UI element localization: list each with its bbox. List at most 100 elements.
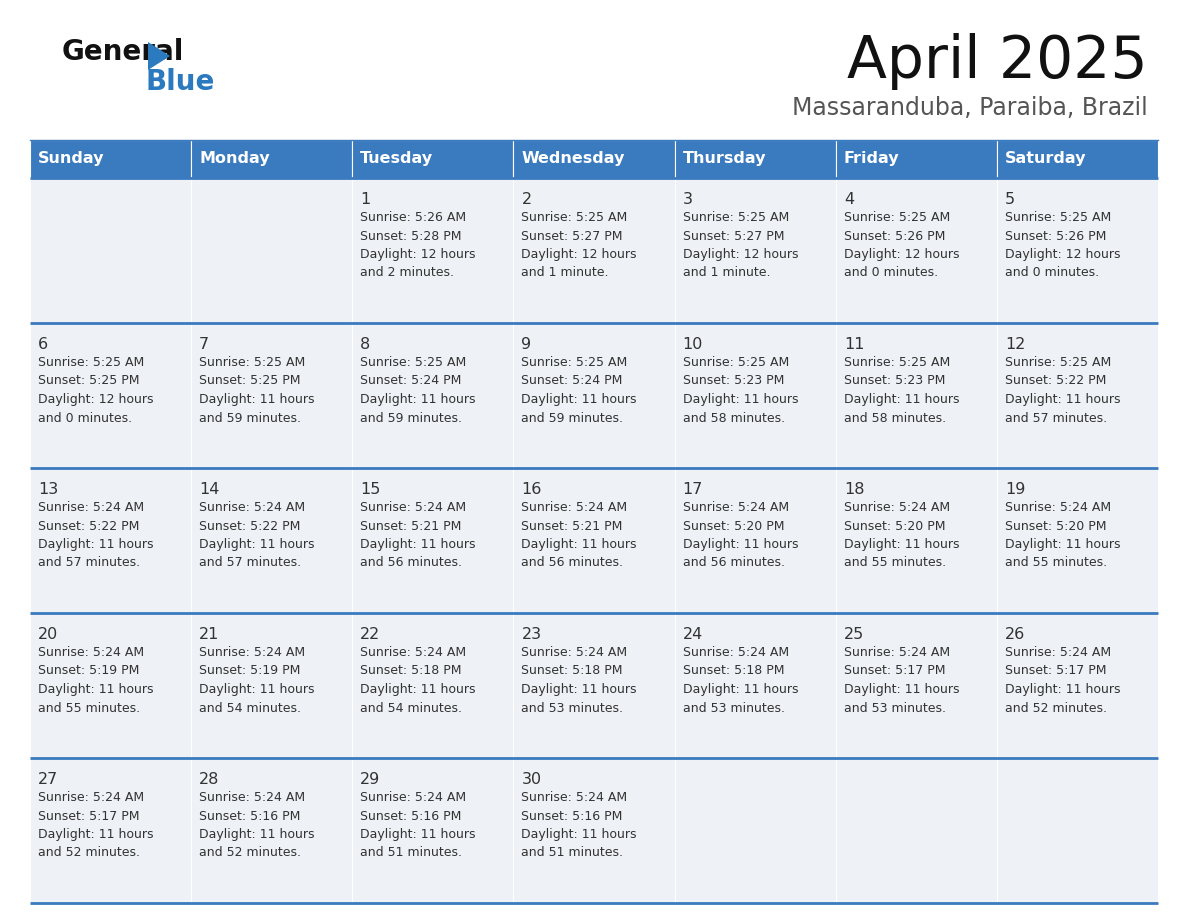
Text: Sunset: 5:17 PM: Sunset: 5:17 PM bbox=[843, 665, 946, 677]
Text: 16: 16 bbox=[522, 482, 542, 497]
Text: Sunrise: 5:25 AM: Sunrise: 5:25 AM bbox=[843, 356, 950, 369]
Text: Daylight: 11 hours: Daylight: 11 hours bbox=[1005, 683, 1120, 696]
Bar bbox=[191, 323, 353, 468]
Text: and 54 minutes.: and 54 minutes. bbox=[200, 701, 302, 714]
Bar bbox=[997, 758, 1158, 903]
Text: Sunset: 5:23 PM: Sunset: 5:23 PM bbox=[683, 375, 784, 387]
Text: and 0 minutes.: and 0 minutes. bbox=[38, 411, 132, 424]
Text: Daylight: 11 hours: Daylight: 11 hours bbox=[200, 683, 315, 696]
Text: Daylight: 11 hours: Daylight: 11 hours bbox=[522, 538, 637, 551]
Bar bbox=[30, 468, 191, 613]
Text: Sunset: 5:16 PM: Sunset: 5:16 PM bbox=[200, 810, 301, 823]
Text: 14: 14 bbox=[200, 482, 220, 497]
Text: Sunrise: 5:24 AM: Sunrise: 5:24 AM bbox=[1005, 501, 1111, 514]
Text: Tuesday: Tuesday bbox=[360, 151, 434, 166]
Bar bbox=[835, 758, 997, 903]
Text: and 58 minutes.: and 58 minutes. bbox=[683, 411, 785, 424]
Text: Daylight: 11 hours: Daylight: 11 hours bbox=[683, 538, 798, 551]
Bar bbox=[353, 468, 513, 613]
Text: Sunset: 5:24 PM: Sunset: 5:24 PM bbox=[522, 375, 623, 387]
Text: Sunset: 5:20 PM: Sunset: 5:20 PM bbox=[683, 520, 784, 532]
Text: and 56 minutes.: and 56 minutes. bbox=[522, 556, 624, 569]
Bar bbox=[30, 323, 191, 468]
Text: Daylight: 11 hours: Daylight: 11 hours bbox=[1005, 538, 1120, 551]
Bar bbox=[675, 468, 835, 613]
Text: and 55 minutes.: and 55 minutes. bbox=[843, 556, 946, 569]
Bar bbox=[513, 468, 675, 613]
Text: 5: 5 bbox=[1005, 192, 1015, 207]
Text: 26: 26 bbox=[1005, 627, 1025, 642]
Text: Sunrise: 5:25 AM: Sunrise: 5:25 AM bbox=[843, 211, 950, 224]
Text: Sunset: 5:19 PM: Sunset: 5:19 PM bbox=[38, 665, 139, 677]
Text: and 55 minutes.: and 55 minutes. bbox=[38, 701, 140, 714]
Text: Sunrise: 5:24 AM: Sunrise: 5:24 AM bbox=[683, 501, 789, 514]
Bar bbox=[997, 613, 1158, 758]
Text: Daylight: 11 hours: Daylight: 11 hours bbox=[38, 683, 153, 696]
Text: Sunset: 5:27 PM: Sunset: 5:27 PM bbox=[683, 230, 784, 242]
Text: 13: 13 bbox=[38, 482, 58, 497]
Bar bbox=[353, 140, 513, 178]
Text: Daylight: 11 hours: Daylight: 11 hours bbox=[843, 393, 959, 406]
Bar bbox=[835, 140, 997, 178]
Text: Sunset: 5:20 PM: Sunset: 5:20 PM bbox=[843, 520, 946, 532]
Text: Sunset: 5:20 PM: Sunset: 5:20 PM bbox=[1005, 520, 1106, 532]
Text: April 2025: April 2025 bbox=[847, 33, 1148, 91]
Text: and 1 minute.: and 1 minute. bbox=[683, 266, 770, 279]
Text: Daylight: 11 hours: Daylight: 11 hours bbox=[522, 828, 637, 841]
Text: Sunrise: 5:24 AM: Sunrise: 5:24 AM bbox=[683, 646, 789, 659]
Text: Sunrise: 5:24 AM: Sunrise: 5:24 AM bbox=[522, 501, 627, 514]
Text: 10: 10 bbox=[683, 337, 703, 352]
Bar bbox=[191, 178, 353, 323]
Text: Daylight: 12 hours: Daylight: 12 hours bbox=[843, 248, 959, 261]
Text: and 57 minutes.: and 57 minutes. bbox=[200, 556, 302, 569]
Text: 12: 12 bbox=[1005, 337, 1025, 352]
Text: Daylight: 11 hours: Daylight: 11 hours bbox=[38, 828, 153, 841]
Text: Sunday: Sunday bbox=[38, 151, 105, 166]
Text: Sunrise: 5:25 AM: Sunrise: 5:25 AM bbox=[360, 356, 467, 369]
Text: Sunrise: 5:24 AM: Sunrise: 5:24 AM bbox=[38, 791, 144, 804]
Text: Sunrise: 5:24 AM: Sunrise: 5:24 AM bbox=[843, 501, 950, 514]
Bar bbox=[30, 140, 191, 178]
Text: Sunset: 5:25 PM: Sunset: 5:25 PM bbox=[38, 375, 139, 387]
Bar bbox=[513, 758, 675, 903]
Bar bbox=[513, 178, 675, 323]
Text: 1: 1 bbox=[360, 192, 371, 207]
Text: Sunset: 5:17 PM: Sunset: 5:17 PM bbox=[38, 810, 139, 823]
Text: General: General bbox=[62, 38, 184, 66]
Text: Sunrise: 5:24 AM: Sunrise: 5:24 AM bbox=[1005, 646, 1111, 659]
Text: 27: 27 bbox=[38, 772, 58, 787]
Text: Sunrise: 5:24 AM: Sunrise: 5:24 AM bbox=[360, 501, 467, 514]
Polygon shape bbox=[148, 42, 170, 70]
Bar bbox=[30, 613, 191, 758]
Text: Sunset: 5:27 PM: Sunset: 5:27 PM bbox=[522, 230, 623, 242]
Bar bbox=[513, 140, 675, 178]
Bar bbox=[191, 613, 353, 758]
Text: Daylight: 11 hours: Daylight: 11 hours bbox=[360, 683, 476, 696]
Text: Sunrise: 5:25 AM: Sunrise: 5:25 AM bbox=[683, 356, 789, 369]
Text: Daylight: 11 hours: Daylight: 11 hours bbox=[843, 538, 959, 551]
Text: and 0 minutes.: and 0 minutes. bbox=[843, 266, 937, 279]
Bar bbox=[513, 613, 675, 758]
Bar bbox=[513, 323, 675, 468]
Text: Sunrise: 5:24 AM: Sunrise: 5:24 AM bbox=[200, 791, 305, 804]
Text: Sunset: 5:23 PM: Sunset: 5:23 PM bbox=[843, 375, 946, 387]
Text: and 59 minutes.: and 59 minutes. bbox=[522, 411, 624, 424]
Text: Sunset: 5:21 PM: Sunset: 5:21 PM bbox=[522, 520, 623, 532]
Text: 24: 24 bbox=[683, 627, 703, 642]
Text: and 59 minutes.: and 59 minutes. bbox=[200, 411, 302, 424]
Text: and 53 minutes.: and 53 minutes. bbox=[843, 701, 946, 714]
Text: 21: 21 bbox=[200, 627, 220, 642]
Text: Daylight: 12 hours: Daylight: 12 hours bbox=[38, 393, 153, 406]
Text: and 51 minutes.: and 51 minutes. bbox=[360, 846, 462, 859]
Text: and 1 minute.: and 1 minute. bbox=[522, 266, 609, 279]
Text: Daylight: 11 hours: Daylight: 11 hours bbox=[683, 683, 798, 696]
Text: Sunrise: 5:24 AM: Sunrise: 5:24 AM bbox=[360, 791, 467, 804]
Text: Sunrise: 5:25 AM: Sunrise: 5:25 AM bbox=[683, 211, 789, 224]
Text: and 52 minutes.: and 52 minutes. bbox=[38, 846, 140, 859]
Text: Sunrise: 5:24 AM: Sunrise: 5:24 AM bbox=[200, 501, 305, 514]
Bar bbox=[997, 178, 1158, 323]
Bar bbox=[997, 323, 1158, 468]
Text: 30: 30 bbox=[522, 772, 542, 787]
Text: Sunset: 5:21 PM: Sunset: 5:21 PM bbox=[360, 520, 462, 532]
Text: Sunset: 5:24 PM: Sunset: 5:24 PM bbox=[360, 375, 462, 387]
